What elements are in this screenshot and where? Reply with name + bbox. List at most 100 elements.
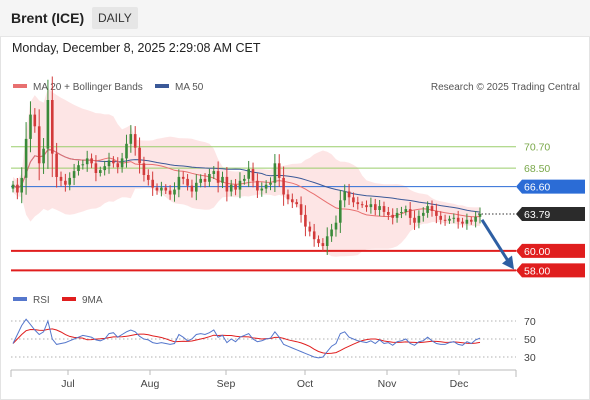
level-label-68.50: 68.50 [524, 163, 550, 175]
candle-body [11, 184, 15, 189]
rsi-ma-legend-label: 9MA [82, 295, 103, 306]
candle-body [186, 178, 189, 186]
candle-body [173, 189, 176, 195]
candle-body [138, 147, 141, 164]
candle-body [177, 176, 181, 190]
candle-body [304, 214, 307, 227]
candle-body [343, 191, 346, 201]
candle-body [160, 187, 163, 191]
candle-body [64, 180, 67, 185]
candle-body [181, 176, 185, 179]
candle-body [120, 158, 124, 168]
candle-body [147, 175, 150, 180]
candle-body [282, 177, 285, 195]
candle-body [277, 163, 281, 178]
candle-body [365, 205, 368, 208]
candle-body [112, 160, 115, 164]
candle-body [382, 206, 386, 212]
candle-body [133, 134, 137, 148]
candle-body [308, 226, 312, 232]
candle-body [273, 163, 277, 183]
candle-body [24, 138, 28, 178]
candle-body [225, 176, 229, 192]
level-label-70.70: 70.70 [524, 142, 550, 154]
candle-body [51, 100, 54, 154]
candle-body [243, 178, 246, 181]
x-tick-label-aug: Aug [141, 378, 160, 390]
x-axis: Jul Aug Sep Oct Nov Dec [61, 370, 468, 390]
candle-body [151, 179, 154, 188]
candle-body [33, 114, 37, 127]
candle-body [452, 217, 456, 219]
candle-body [339, 200, 342, 223]
candle-body [400, 212, 403, 213]
candle-body [426, 206, 429, 213]
candle-body [422, 212, 425, 216]
candle-body [347, 191, 351, 198]
candle-body [94, 163, 98, 173]
candle-body [291, 199, 294, 203]
ma50-legend-label: MA 50 [175, 82, 204, 93]
rsi-line [12, 318, 481, 359]
candle-body [195, 182, 198, 192]
candle-body [116, 163, 120, 168]
candle-body [295, 202, 298, 205]
candle-body [391, 214, 394, 218]
candle-body [68, 177, 71, 185]
candle-body [395, 212, 399, 218]
candle-body [42, 148, 45, 164]
rsi-tick-label-30: 30 [524, 352, 536, 364]
candle-body [408, 209, 412, 218]
candle-body [352, 197, 355, 203]
candle-body [164, 187, 168, 191]
bollinger-band [13, 88, 480, 257]
timeframe-button[interactable]: DAILY [92, 7, 138, 29]
rsi-tick-label-50: 50 [524, 334, 536, 346]
candle-body [470, 219, 473, 222]
candle-body [212, 171, 216, 174]
candle-body [325, 236, 329, 246]
candle-body [404, 209, 408, 212]
candle-body [260, 188, 264, 191]
candle-body [374, 204, 377, 210]
candle-body [55, 153, 58, 177]
candle-body [430, 206, 434, 211]
candle-body [72, 171, 76, 178]
ma20-legend-label: MA 20 + Bollinger Bands [33, 82, 143, 93]
candle-body [103, 166, 106, 171]
candle-body [16, 184, 19, 193]
chart-datetime: Monday, December 8, 2025 2:29:08 AM CET [12, 41, 261, 55]
candle-body [229, 184, 233, 192]
rsi-tick-label-70: 70 [524, 316, 536, 328]
candle-body [208, 174, 211, 182]
candle-body [155, 187, 159, 191]
level-label-58.00: 58.00 [524, 265, 550, 277]
candle-body [247, 169, 250, 179]
x-tick-label-nov: Nov [378, 378, 397, 390]
candle-body [29, 114, 32, 139]
candle-body [99, 170, 102, 173]
candle-body [20, 177, 23, 193]
rsi-legend-label: RSI [33, 295, 50, 306]
candle-body [77, 165, 80, 171]
level-label-bg-60.00 [516, 243, 585, 258]
candle-body [448, 218, 451, 221]
candle-body [199, 178, 202, 183]
candle-body [216, 171, 220, 183]
candle-body [461, 221, 464, 224]
candle-body [256, 180, 259, 191]
candle-body [312, 231, 316, 240]
level-label-bg-58.00 [516, 263, 585, 278]
candle-body [59, 176, 63, 181]
forecast-arrow-shaft [480, 218, 511, 264]
level-label-66.60: 66.60 [524, 182, 550, 194]
chart-header: Brent (ICE) DAILY [0, 0, 590, 37]
candle-body [251, 169, 255, 181]
candle-body [264, 184, 268, 189]
candle-body [129, 134, 133, 144]
candle-body [286, 194, 290, 200]
candle-body [203, 178, 207, 182]
candle-body [360, 204, 364, 206]
level-label-bg-63.79 [516, 207, 585, 222]
candle-body [234, 184, 237, 190]
